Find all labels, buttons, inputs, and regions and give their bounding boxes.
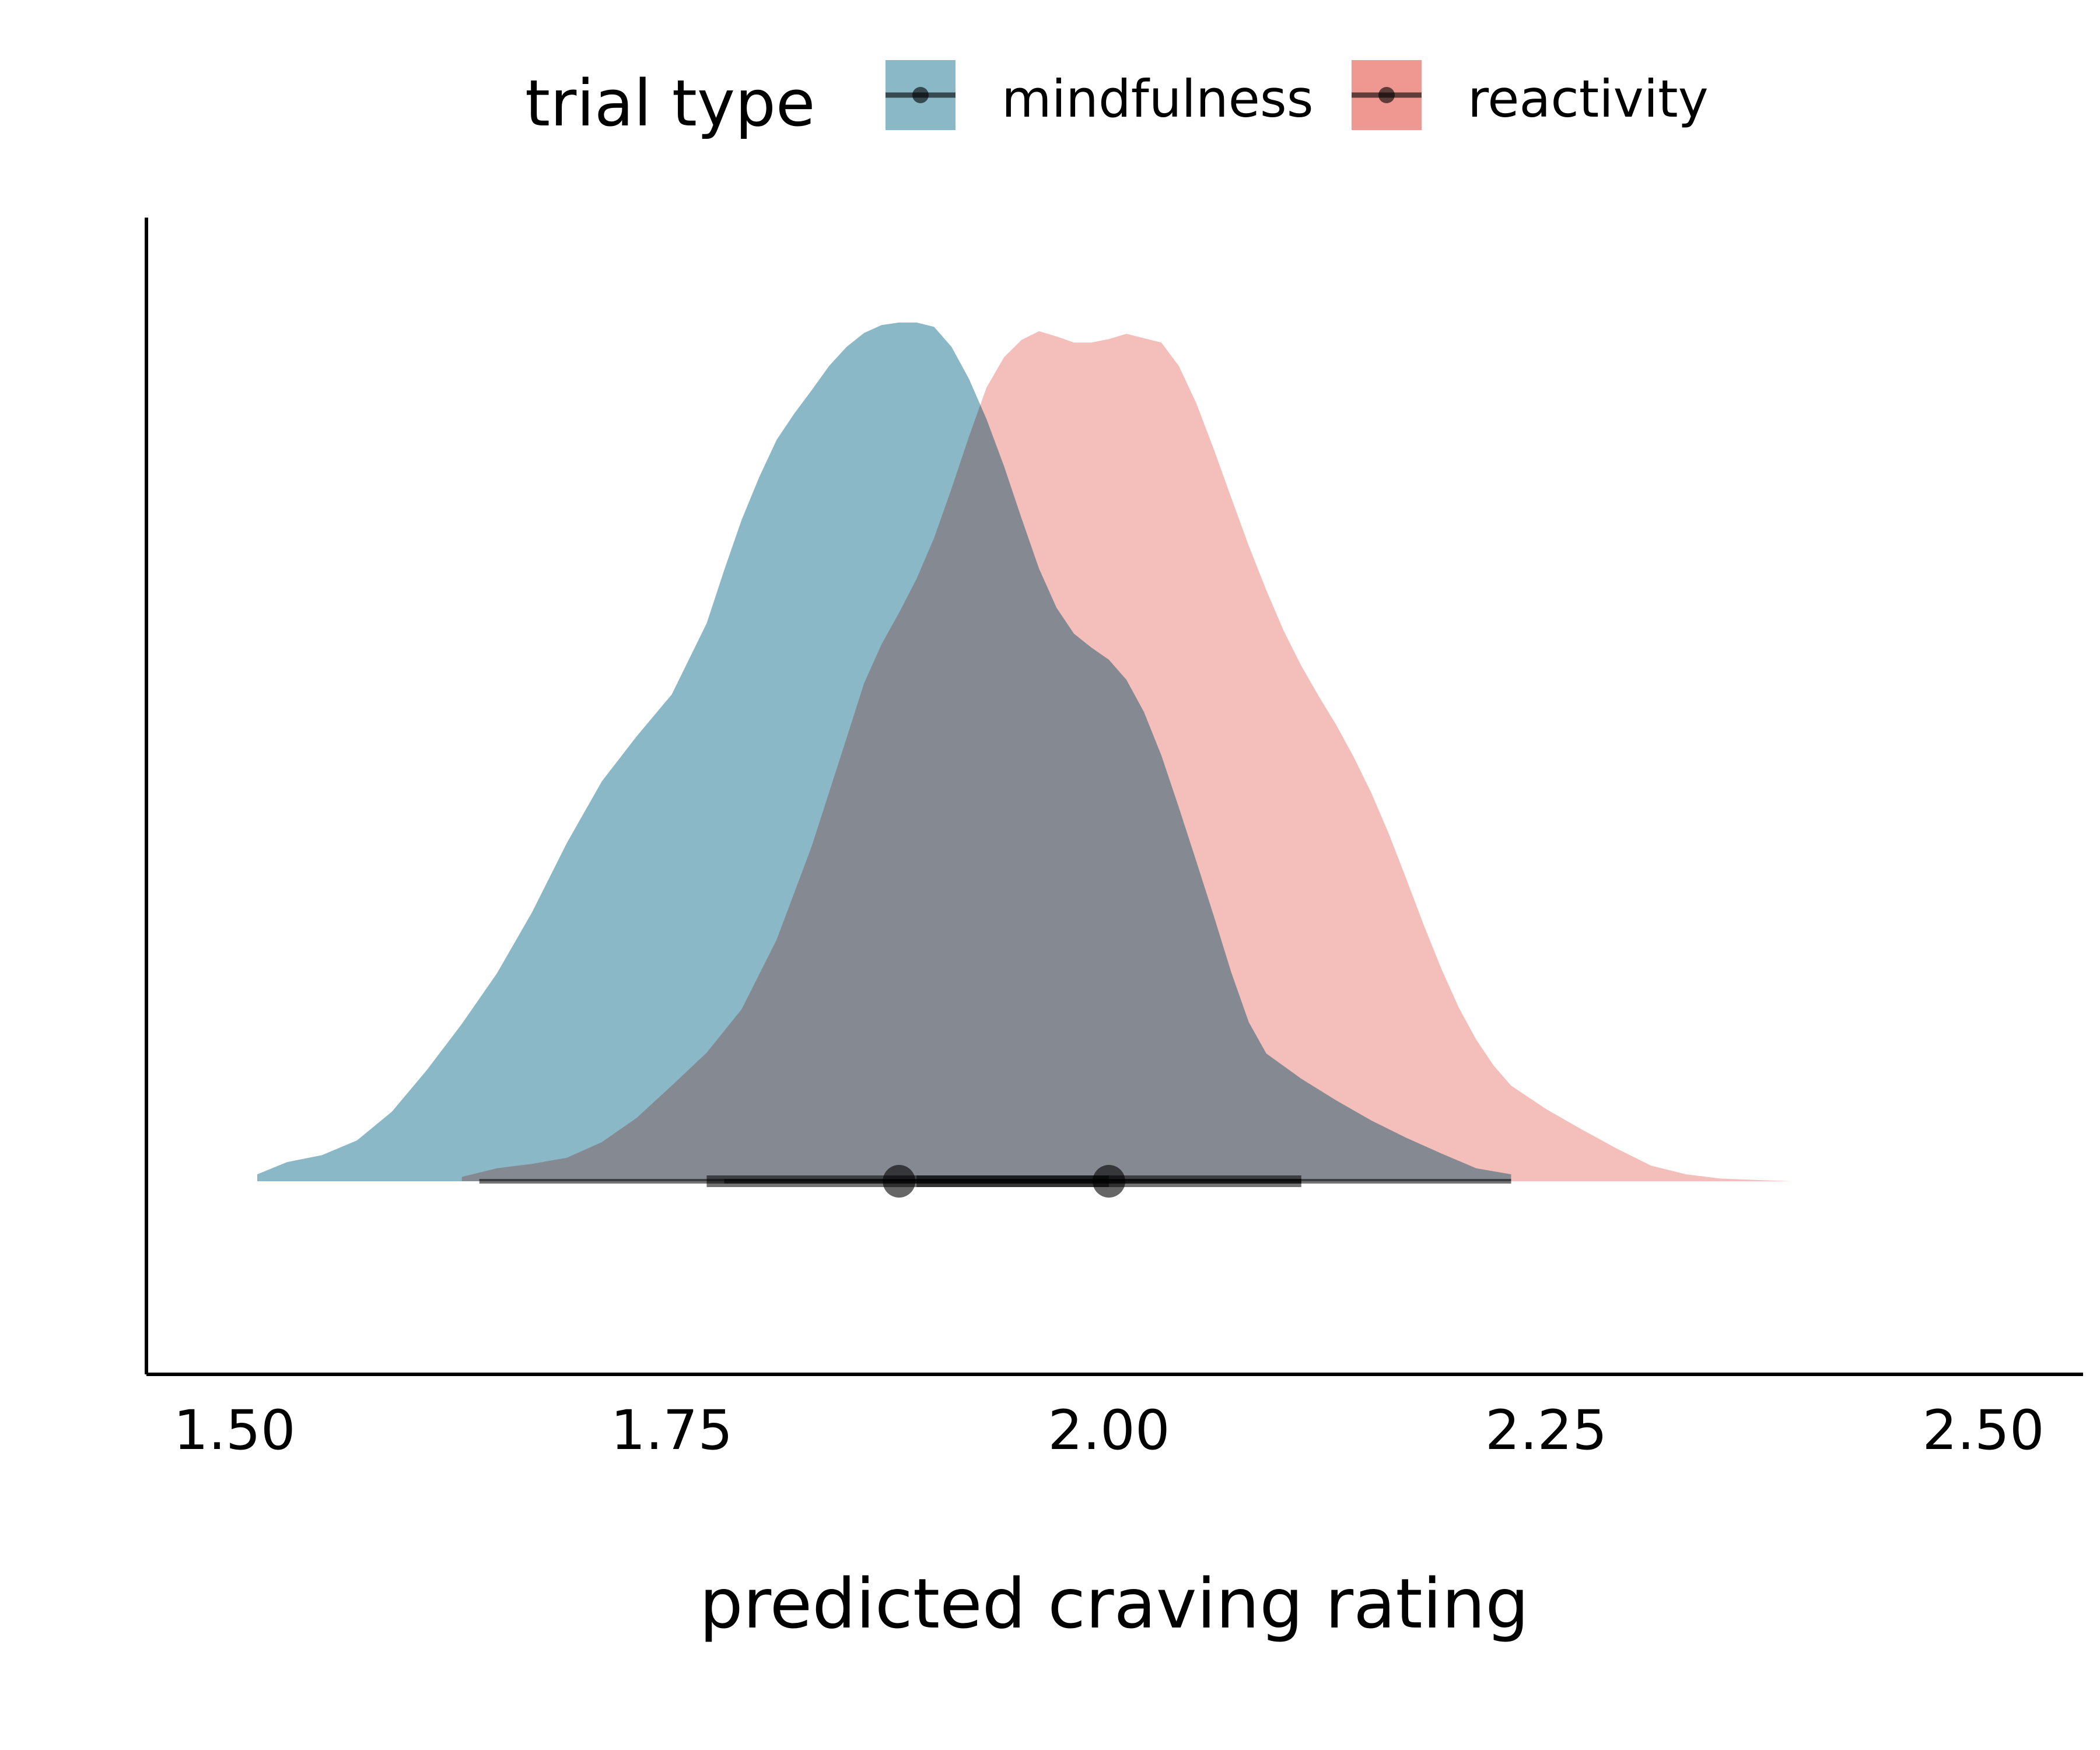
legend-label-mindfulness: mindfulness xyxy=(1002,69,1314,129)
x-tick-label: 1.75 xyxy=(611,1399,733,1462)
x-tick-labels: 1.50 1.75 2.00 2.25 2.50 xyxy=(173,1399,2044,1462)
density-area-reactivity xyxy=(461,331,1791,1181)
point-estimate-reactivity xyxy=(1093,1165,1125,1198)
legend-key-point-reactivity xyxy=(1378,87,1395,103)
x-tick-label: 2.00 xyxy=(1048,1399,1170,1462)
x-tick-label: 1.50 xyxy=(173,1399,295,1462)
legend-title: trial type xyxy=(525,66,816,141)
legend: trial type mindfulness reactivity xyxy=(525,60,1709,141)
x-tick-label: 2.25 xyxy=(1485,1399,1607,1462)
density-layer xyxy=(257,322,1791,1181)
legend-entry-reactivity: reactivity xyxy=(1352,60,1709,130)
legend-key-point-mindfulness xyxy=(912,87,929,103)
legend-label-reactivity: reactivity xyxy=(1468,69,1709,129)
interval-layer xyxy=(479,1165,1511,1198)
x-tick-label: 2.50 xyxy=(1922,1399,2044,1462)
legend-entry-mindfulness: mindfulness xyxy=(886,60,1314,130)
x-axis-title: predicted craving rating xyxy=(699,1563,1529,1644)
